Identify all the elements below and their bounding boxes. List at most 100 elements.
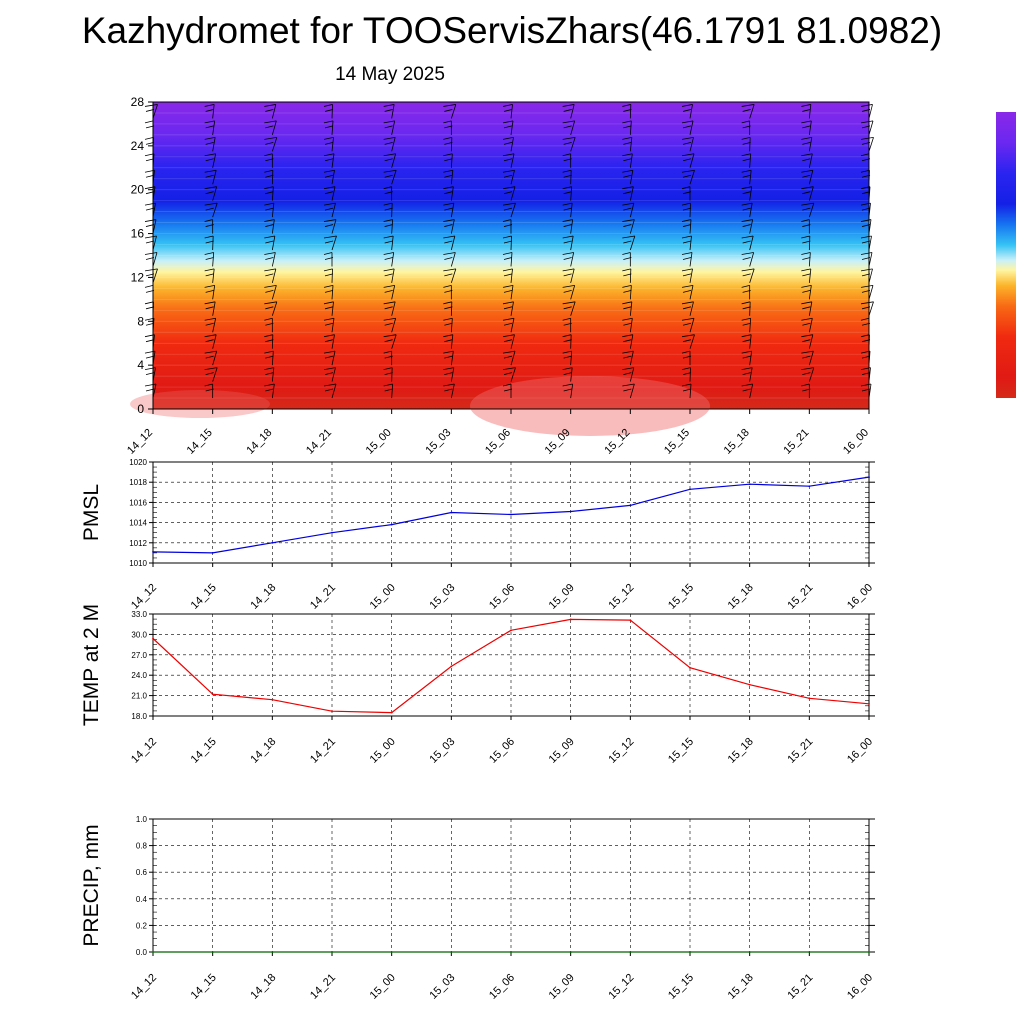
y-tick-label: 27.0	[131, 651, 147, 660]
pmsl-data-point	[629, 504, 632, 507]
wind-barb	[622, 317, 633, 333]
x-tick-label: 16_00	[841, 427, 871, 457]
x-tick-label: 15_15	[666, 582, 696, 612]
wind-barb	[383, 268, 395, 283]
x-tick-label: 15_03	[423, 427, 453, 457]
wind-barb	[622, 169, 634, 185]
wind-barb	[323, 284, 334, 300]
wind-barb	[562, 136, 576, 152]
y-tick-label: 0.8	[136, 842, 148, 851]
x-tick-label: 15_03	[427, 972, 457, 1002]
precip-data-point	[152, 951, 154, 953]
wind-barb	[681, 268, 693, 283]
wind-barb	[562, 120, 576, 136]
wind-barb	[801, 136, 813, 152]
wind-barb	[681, 252, 693, 267]
x-tick-label: 15_18	[726, 582, 756, 612]
x-tick-label: 15_06	[487, 736, 517, 766]
x-tick-label: 14_21	[304, 427, 334, 457]
precip-data-point	[450, 951, 453, 953]
x-tick-label: 14_18	[244, 427, 274, 457]
x-tick-label: 15_06	[487, 972, 517, 1002]
precip-data-point	[510, 951, 512, 953]
wind-barb	[502, 202, 516, 218]
wind-barb	[622, 153, 633, 168]
wind-barb	[264, 186, 274, 201]
wind-barb	[741, 169, 752, 185]
x-tick-label: 15_06	[483, 427, 513, 457]
wind-barb	[264, 268, 277, 284]
y-tick-label: 20	[131, 183, 145, 197]
wind-barb	[204, 252, 215, 267]
x-tick-label: 15_09	[547, 972, 577, 1002]
wind-barb	[323, 334, 335, 349]
wind-barb	[204, 153, 217, 168]
pmsl-data-point	[271, 541, 274, 544]
wind-barb	[741, 186, 753, 201]
y-tick-label: 16	[131, 227, 145, 241]
x-tick-label: 15_15	[662, 427, 692, 457]
wind-barb	[443, 104, 457, 119]
y-tick-label: 24.0	[131, 671, 147, 680]
x-tick-label: 14_12	[129, 972, 159, 1002]
precip-data-point	[689, 951, 691, 953]
wind-barb	[741, 350, 753, 366]
precip-data-point	[271, 951, 274, 953]
wind-barb	[502, 284, 514, 300]
chart-date-subtitle: 14 May 2025	[335, 64, 445, 85]
wind-barb	[383, 186, 393, 201]
y-tick-label: 1016	[129, 498, 147, 507]
wind-barb	[443, 301, 453, 316]
wind-barb	[323, 153, 335, 168]
wind-barb	[562, 202, 573, 218]
y-tick-label: 8	[137, 314, 144, 328]
x-tick-label: 15_00	[368, 972, 398, 1002]
wind-barb	[502, 120, 514, 135]
wind-barb	[562, 317, 572, 333]
precip-data-point	[629, 951, 632, 953]
wind-barb	[443, 383, 455, 399]
y-tick-label: 1012	[129, 539, 147, 548]
wind-barb	[741, 202, 753, 218]
wind-barb	[801, 202, 815, 218]
wind-barb	[622, 202, 635, 218]
wind-barb	[204, 334, 217, 349]
wind-barb	[562, 268, 575, 284]
wind-barb	[801, 120, 812, 135]
wind-barb	[264, 301, 278, 316]
wind-barb	[622, 284, 632, 300]
x-tick-label: 14_15	[189, 736, 219, 766]
temp-2m-data-point	[331, 710, 333, 713]
wind-barb	[502, 252, 513, 267]
precip-data-point	[748, 951, 751, 953]
wind-barb	[502, 219, 513, 234]
wind-barb	[801, 284, 812, 300]
wind-barb	[801, 186, 814, 201]
wind-barb	[801, 104, 812, 119]
wind-barb	[383, 284, 396, 300]
wind-barb	[264, 120, 277, 136]
wind-barb	[204, 367, 218, 382]
wind-barb	[502, 186, 516, 201]
x-tick-label: 15_09	[547, 736, 577, 766]
precip-data-point	[569, 951, 572, 953]
wind-barb	[383, 219, 394, 234]
wind-barb	[204, 219, 214, 234]
wind-barb	[681, 169, 695, 185]
x-tick-label: 15_03	[427, 582, 457, 612]
wind-barb	[502, 153, 515, 168]
y-tick-label: 0.2	[136, 921, 148, 930]
y-tick-label: 24	[131, 139, 145, 153]
wind-barb	[204, 284, 216, 300]
wind-barb	[443, 235, 456, 251]
wind-barb	[204, 383, 214, 399]
wind-barb	[443, 334, 454, 349]
y-tick-label: 21.0	[131, 692, 147, 701]
y-tick-label: 12	[131, 270, 145, 284]
wind-barb	[443, 120, 453, 135]
wind-barb	[323, 169, 335, 185]
wind-barb	[681, 202, 692, 218]
x-tick-label: 14_18	[248, 736, 278, 766]
x-tick-label: 15_21	[785, 582, 815, 612]
temp-2m-data-point	[868, 702, 870, 705]
